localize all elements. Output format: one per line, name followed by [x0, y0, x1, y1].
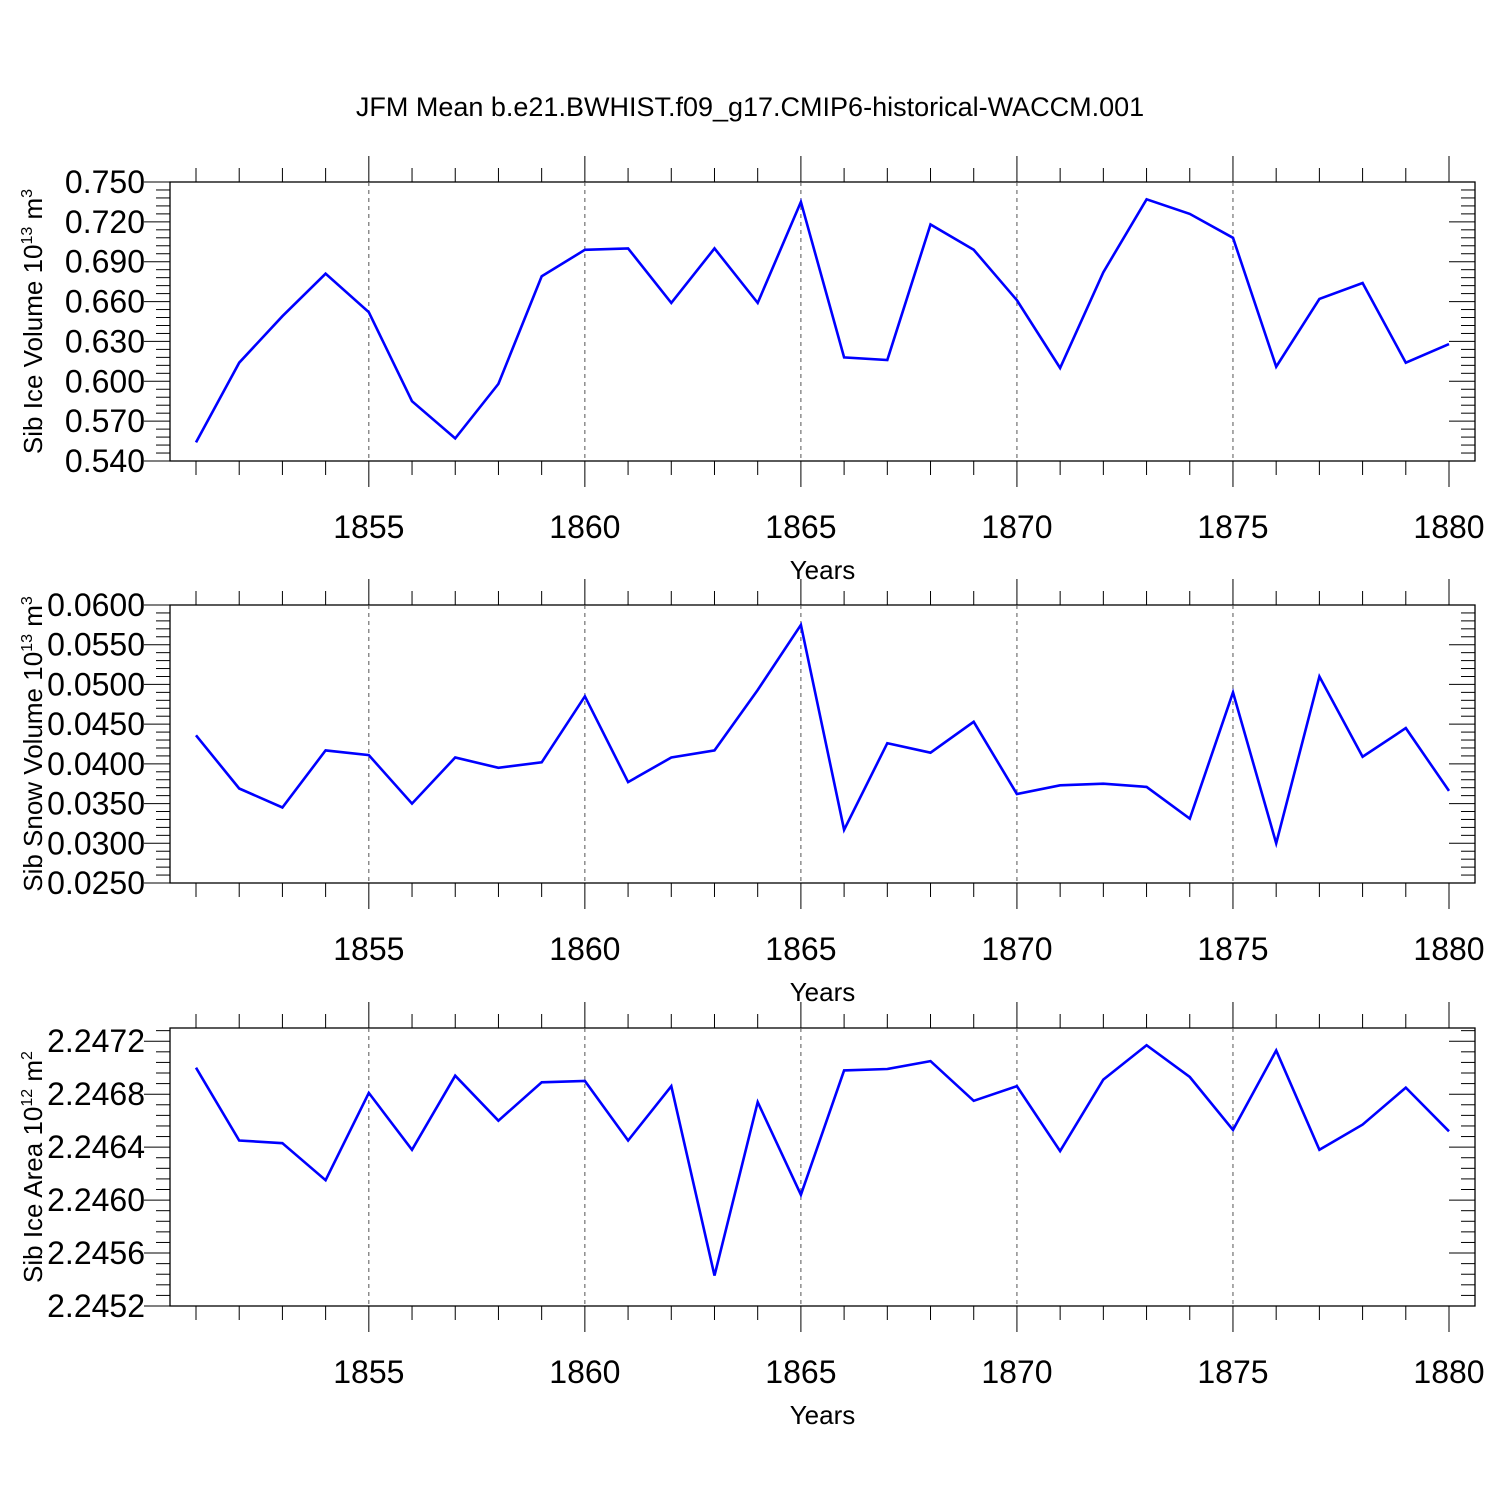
panel-3-xtick-label-1865: 1865 [765, 1354, 836, 1390]
panel-3-ytick-label-2.2460: 2.2460 [47, 1182, 145, 1218]
panel-2-ytick-label-0.0300: 0.0300 [47, 825, 145, 861]
panel-1-ytick-label-0.570: 0.570 [65, 403, 145, 439]
panel-3-frame [169, 1027, 1476, 1307]
panel-1-x-axis-title: Years [790, 555, 856, 585]
panel-2-xtick-label-1880: 1880 [1413, 931, 1484, 967]
panel-2-xtick-label-1860: 1860 [549, 931, 620, 967]
panel-3-ytick-label-2.2456: 2.2456 [47, 1235, 145, 1271]
panel-3-xtick-label-1870: 1870 [981, 1354, 1052, 1390]
panel-2-xtick-label-1855: 1855 [333, 931, 404, 967]
panel-3-ytick-label-2.2472: 2.2472 [47, 1023, 145, 1059]
panel-2-xtick-label-1870: 1870 [981, 931, 1052, 967]
panel-2-xtick-label-1865: 1865 [765, 931, 836, 967]
panel-1-xtick-label-1855: 1855 [333, 509, 404, 545]
panel-1-xtick-label-1865: 1865 [765, 509, 836, 545]
panel-3-y-axis-title: Sib Ice Area 1012 m2 [18, 1051, 48, 1283]
panel-1-xtick-label-1875: 1875 [1197, 509, 1268, 545]
panel-2-ytick-label-0.0600: 0.0600 [47, 587, 145, 623]
panel-1-y-axis-title: Sib Ice Volume 1013 m3 [18, 189, 48, 454]
panel-3-xtick-label-1875: 1875 [1197, 1354, 1268, 1390]
panel-3-series-line-1 [194, 1043, 1450, 1276]
panel-1-ytick-label-0.720: 0.720 [65, 204, 145, 240]
panel-2-ytick-label-0.0400: 0.0400 [47, 746, 145, 782]
panel-1-ytick-label-0.630: 0.630 [65, 323, 145, 359]
panel-2-series-line-1 [194, 621, 1451, 849]
panel-2-x-axis-title: Years [790, 977, 856, 1007]
panel-2-xtick-label-1875: 1875 [1197, 931, 1268, 967]
panel-3-xtick-label-1860: 1860 [549, 1354, 620, 1390]
panel-3-xtick-label-1855: 1855 [333, 1354, 404, 1390]
panel-3-xtick-label-1880: 1880 [1413, 1354, 1484, 1390]
panel-1-ytick-label-0.690: 0.690 [65, 244, 145, 280]
panel-2-frame [169, 604, 1476, 884]
panel-2-ytick-label-0.0550: 0.0550 [47, 627, 145, 663]
panel-3-ytick-label-2.2468: 2.2468 [47, 1076, 145, 1112]
panel-2-ytick-label-0.0250: 0.0250 [47, 865, 145, 901]
panel-2-ytick-label-0.0350: 0.0350 [47, 786, 145, 822]
panel-1-xtick-label-1860: 1860 [549, 509, 620, 545]
panel-2-y-axis-title: Sib Snow Volume 1013 m3 [18, 596, 48, 892]
panel-2-ytick-label-0.0450: 0.0450 [47, 706, 145, 742]
panel-2-ytick-label-0.0500: 0.0500 [47, 666, 145, 702]
panel-1-xtick-label-1880: 1880 [1413, 509, 1484, 545]
panel-1-xtick-label-1870: 1870 [981, 509, 1052, 545]
panel-3-ytick-label-2.2452: 2.2452 [47, 1288, 145, 1324]
panel-1-ytick-label-0.660: 0.660 [65, 284, 145, 320]
panel-3-ytick-label-2.2464: 2.2464 [47, 1129, 145, 1165]
panel-1-frame [169, 181, 1476, 462]
panel-1-ytick-label-0.540: 0.540 [65, 443, 145, 479]
panel-1-ytick-label-0.600: 0.600 [65, 363, 145, 399]
chart-title: JFM Mean b.e21.BWHIST.f09_g17.CMIP6-hist… [355, 92, 1145, 122]
panel-1-ytick-label-0.750: 0.750 [65, 164, 145, 200]
panel-3-x-axis-title: Years [790, 1400, 856, 1430]
panel-1-series-line-1 [194, 197, 1450, 444]
